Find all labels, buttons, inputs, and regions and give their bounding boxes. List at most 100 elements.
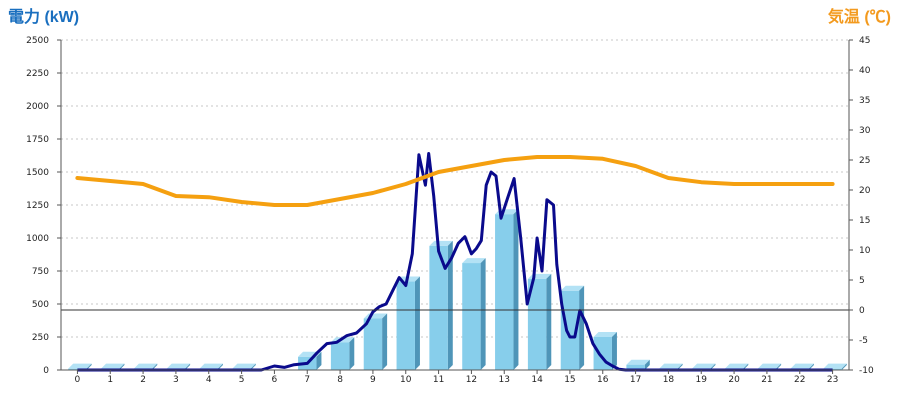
bar-side-face: [841, 363, 847, 370]
right-tick-label: 25: [859, 156, 870, 166]
bar-side-face: [644, 359, 650, 370]
bar-top-face: [166, 363, 191, 369]
bar-top-face: [724, 363, 749, 369]
x-tick-label: 18: [663, 375, 675, 385]
bar-side-face: [710, 363, 716, 370]
x-tick-label: 7: [304, 375, 310, 385]
bar-top-face: [232, 363, 256, 369]
bar-side-face: [743, 363, 749, 370]
x-tick-label: 20: [728, 375, 740, 385]
bar-front-face: [396, 281, 415, 370]
left-tick-label: 2500: [26, 36, 49, 46]
axis-layer: 0 250 500 750 1000 1250 1500 1750 20 0 0 2250 2500 -1…: [26, 36, 874, 385]
bar-9: [363, 313, 388, 370]
bar-top-face: [429, 240, 453, 246]
bar-side-face: [217, 363, 223, 370]
x-tick-label: 10: [400, 375, 412, 385]
x-tick-label: 11: [433, 375, 444, 385]
x-tick-label: 17: [630, 375, 641, 385]
bar-side-face: [447, 240, 453, 370]
right-tick-label: 0: [859, 306, 865, 316]
left-axis-title: 電力 (kW): [8, 7, 79, 26]
bar-front-face: [495, 214, 514, 370]
left-tick-label: 1000: [26, 234, 49, 244]
right-axis-title: 気温 (℃): [828, 7, 891, 26]
x-tick-label: 22: [794, 375, 805, 385]
x-tick-label: 16: [597, 375, 609, 385]
left-tick-label: 1250: [26, 201, 49, 211]
right-tick-label: 40: [859, 66, 871, 76]
x-tick-label: 21: [761, 375, 772, 385]
bar-11: [429, 240, 453, 370]
grid-layer: [61, 39, 849, 338]
bar-front-face: [330, 342, 350, 370]
bar-series: [68, 209, 847, 370]
x-tick-label: 8: [337, 375, 343, 385]
x-tick-label: 4: [206, 375, 212, 385]
bar-13: [495, 209, 519, 370]
left-tick-label: 1500: [26, 168, 49, 178]
left-tick-label: 750: [32, 267, 49, 277]
bar-side-face: [513, 209, 519, 370]
left-tick-label: 0: [43, 366, 49, 376]
right-tick-label: 15: [859, 216, 870, 226]
bar-side-face: [579, 285, 585, 370]
x-tick-label: 0: [75, 375, 81, 385]
temperature-line: [75, 155, 835, 207]
x-tick-label: 19: [696, 375, 708, 385]
x-tick-label: 23: [827, 375, 838, 385]
bar-side-face: [185, 363, 191, 370]
bar-top-face: [593, 332, 617, 337]
bar-top-face: [659, 363, 683, 369]
bar-top-face: [199, 363, 223, 369]
x-tick-label: 13: [499, 375, 510, 385]
bar-top-face: [790, 363, 814, 369]
x-tick-label: 2: [140, 375, 146, 385]
bar-side-face: [250, 363, 256, 370]
x-tick-label: 1: [107, 375, 113, 385]
bar-side-face: [546, 273, 552, 370]
left-tick-label: 500: [32, 300, 49, 310]
x-tick-label: 5: [239, 375, 245, 385]
left-tick-label: 250: [32, 333, 49, 343]
bar-front-face: [462, 263, 481, 370]
right-tick-label: 30: [859, 126, 871, 136]
bar-front-face: [560, 290, 580, 370]
bar-side-face: [776, 363, 782, 370]
bar-top-face: [626, 359, 650, 365]
bar-front-face: [527, 278, 547, 370]
right-tick-label: 5: [859, 276, 865, 286]
bar-side-face: [119, 363, 125, 370]
x-tick-label: 15: [564, 375, 575, 385]
bar-side-face: [677, 363, 683, 370]
bar-front-face: [363, 318, 383, 370]
bar-top-face: [560, 285, 585, 291]
bar-side-face: [414, 276, 420, 370]
bar-front-face: [626, 364, 645, 370]
x-tick-label: 9: [370, 375, 376, 385]
bar-side-face: [152, 363, 158, 370]
right-tick-label: 45: [859, 36, 870, 46]
right-tick-label: -10: [859, 366, 874, 376]
right-tick-label: 20: [859, 186, 871, 196]
x-tick-label: 12: [466, 375, 477, 385]
x-tick-label: 3: [173, 375, 179, 385]
bar-top-face: [462, 258, 486, 264]
bar-15: [560, 285, 585, 370]
right-tick-label: -5: [859, 336, 868, 346]
bar-side-face: [382, 313, 388, 370]
bar-top-face: [101, 363, 125, 369]
power-line: [77, 152, 833, 372]
x-tick-label: 6: [272, 375, 278, 385]
bar-side-face: [611, 332, 617, 370]
bar-top-face: [68, 363, 92, 369]
bar-front-face: [429, 245, 448, 370]
line-series: [75, 152, 835, 372]
bar-side-face: [86, 363, 92, 370]
left-tick-label: 2250: [26, 69, 49, 79]
left-tick-label: 1750: [26, 135, 49, 145]
bar-top-face: [757, 363, 782, 369]
bar-8: [330, 337, 355, 370]
